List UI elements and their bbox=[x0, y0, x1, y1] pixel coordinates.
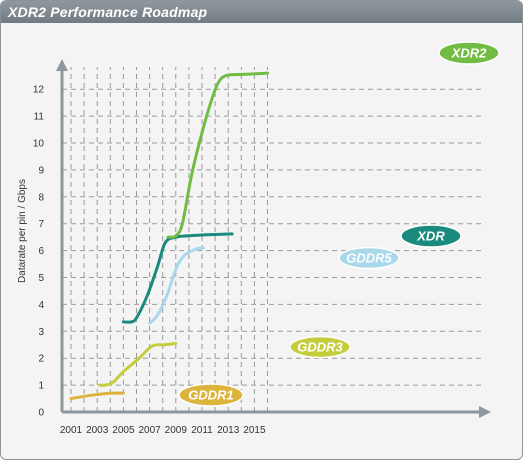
y-tick-label: 11 bbox=[34, 112, 45, 123]
series-label-pill-gddr1 bbox=[178, 383, 244, 407]
y-tick-label: 9 bbox=[38, 165, 44, 176]
series-line-gddr3 bbox=[98, 341, 178, 387]
x-tick-label: 2009 bbox=[165, 425, 188, 436]
y-tick-label: 3 bbox=[38, 327, 44, 338]
series-label-xdr: XDR bbox=[416, 229, 445, 244]
series-label-pill-gddr3 bbox=[289, 335, 351, 359]
chart-title: XDR2 Performance Roadmap bbox=[8, 4, 208, 20]
y-tick-label: 5 bbox=[38, 273, 44, 284]
series-label-pill-xdr bbox=[400, 224, 462, 248]
title-bar: XDR2 Performance Roadmap bbox=[1, 1, 522, 23]
y-tick-label: 8 bbox=[38, 192, 44, 203]
y-tick-label: 0 bbox=[38, 408, 44, 419]
series-label-pill-xdr2 bbox=[438, 41, 500, 65]
y-tick-label: 2 bbox=[38, 354, 44, 365]
series-label-gddr1: GDDR1 bbox=[188, 388, 234, 403]
series-line-xdr2 bbox=[166, 71, 269, 239]
series-line-gddr5 bbox=[148, 246, 205, 325]
y-tick-label: 4 bbox=[38, 300, 44, 311]
x-tick-label: 2007 bbox=[138, 425, 161, 436]
x-tick-label: 2013 bbox=[217, 425, 240, 436]
x-axis-arrow bbox=[479, 406, 491, 418]
x-tick-label: 2001 bbox=[60, 425, 83, 436]
x-tick-label: 2011 bbox=[191, 425, 213, 436]
series-label-pill-gddr5 bbox=[338, 246, 400, 270]
x-tick-label: 2003 bbox=[86, 425, 109, 436]
y-axis-arrow bbox=[56, 59, 68, 71]
y-tick-label: 10 bbox=[33, 139, 45, 150]
y-tick-label: 1 bbox=[38, 381, 44, 392]
x-tick-label: 2005 bbox=[112, 425, 135, 436]
series-line-xdr bbox=[121, 232, 234, 324]
y-axis-label: Datarate per pin / Gbps bbox=[17, 179, 28, 283]
x-tick-label: 2015 bbox=[243, 425, 266, 436]
y-tick-label: 7 bbox=[38, 219, 44, 230]
series-label-gddr3: GDDR3 bbox=[297, 340, 343, 355]
series-label-xdr2: XDR2 bbox=[451, 46, 487, 61]
y-tick-label: 6 bbox=[38, 246, 44, 257]
series-line-gddr1 bbox=[69, 391, 125, 401]
y-tick-label: 12 bbox=[33, 85, 45, 96]
series-label-gddr5: GDDR5 bbox=[346, 251, 392, 266]
